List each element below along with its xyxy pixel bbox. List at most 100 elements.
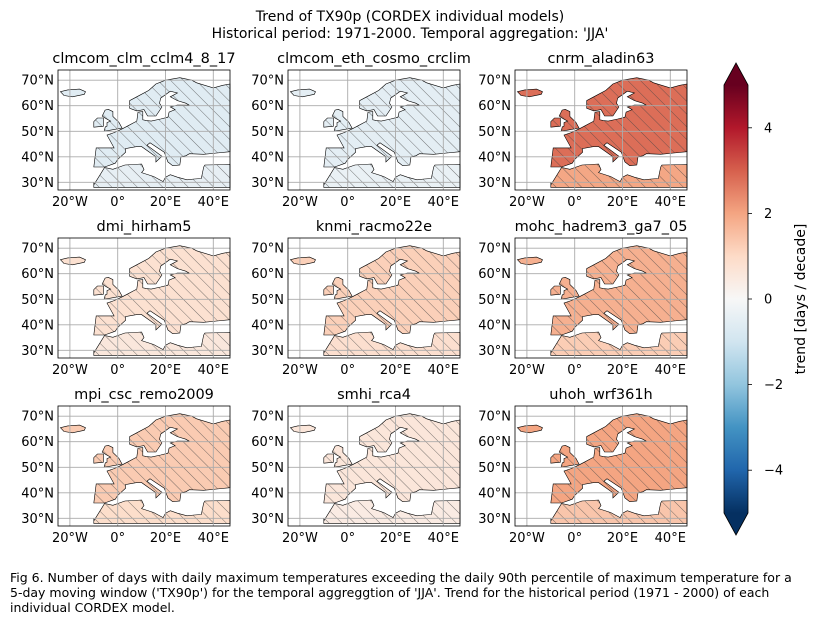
figure-caption: Fig 6. Number of days with daily maximum…	[10, 570, 792, 615]
coastline	[93, 331, 231, 356]
coastline	[93, 413, 231, 504]
land-fill	[290, 425, 316, 433]
lon-tick-label: 40°E	[198, 195, 229, 210]
colorbar-tick-label: 4	[764, 121, 772, 136]
coastline	[59, 424, 86, 434]
panel-title: cnrm_aladin63	[548, 51, 655, 67]
lon-tick-label: 40°E	[428, 363, 459, 378]
lat-tick-label: 50°N	[251, 293, 284, 308]
land-fill	[290, 257, 316, 265]
significance-hatching	[93, 413, 230, 503]
coastline	[323, 245, 461, 336]
coastline	[323, 285, 334, 296]
lat-tick-label: 60°N	[478, 267, 511, 282]
lat-tick-label: 70°N	[251, 74, 284, 89]
lon-tick-label: 0°	[110, 195, 125, 210]
map-panel: knmi_racmo22e 70°N 60°N 50°N 40°N 30°N 20°W 0° 2…	[251, 219, 461, 378]
coastline	[289, 88, 316, 98]
lat-tick-label: 70°N	[478, 74, 511, 89]
map-frame	[57, 405, 231, 527]
significance-hatching	[550, 413, 687, 503]
lon-tick-label: 40°E	[655, 195, 686, 210]
lat-tick-label: 70°N	[478, 410, 511, 425]
lat-tick-label: 40°N	[21, 150, 54, 165]
map-panel: smhi_rca4 70°N 60°N 50°N 40°N 30°N 20°W 0° 20°E 4…	[251, 387, 461, 546]
lat-tick-label: 50°N	[21, 461, 54, 476]
coastline	[516, 88, 543, 98]
lon-tick-label: 20°E	[380, 531, 411, 546]
coastline	[550, 77, 688, 168]
land-fill	[60, 89, 86, 97]
panel-title: mohc_hadrem3_ga7_05	[515, 219, 688, 235]
panel-title: mpi_csc_remo2009	[74, 387, 214, 403]
coastline	[59, 88, 86, 98]
lat-tick-label: 50°N	[21, 293, 54, 308]
colorbar-gradient	[724, 85, 748, 513]
map-frame	[57, 69, 231, 191]
significance-hatching	[323, 245, 460, 335]
lat-tick-label: 40°N	[21, 318, 54, 333]
lon-tick-label: 20°E	[150, 363, 181, 378]
lon-tick-label: 0°	[567, 363, 582, 378]
lon-tick-label: 20°W	[282, 363, 318, 378]
lon-tick-label: 20°W	[282, 531, 318, 546]
lat-tick-label: 60°N	[251, 267, 284, 282]
lon-tick-label: 0°	[567, 195, 582, 210]
colorbar-tick-label: −2	[764, 378, 783, 393]
map-panel: cnrm_aladin63 70°N 60°N 50°N 40°N 30°N 20°W 0° 2…	[478, 51, 688, 210]
lon-tick-label: 20°W	[282, 195, 318, 210]
significance-hatching	[93, 164, 230, 188]
figure-title-line1: Trend of TX90p (CORDEX individual models…	[255, 9, 564, 25]
coastline	[93, 453, 104, 464]
map-frame	[287, 237, 461, 359]
lat-tick-label: 60°N	[251, 99, 284, 114]
lon-tick-label: 20°W	[52, 195, 88, 210]
coastline	[323, 163, 461, 188]
land-fill	[290, 89, 316, 97]
significance-hatching	[93, 118, 104, 128]
panel-title: dmi_hirham5	[97, 219, 192, 235]
lat-tick-label: 60°N	[478, 99, 511, 114]
map-panel: dmi_hirham5 70°N 60°N 50°N 40°N 30°N 20°W 0° 20°…	[21, 219, 231, 378]
lat-tick-label: 40°N	[21, 486, 54, 501]
lat-tick-label: 50°N	[21, 125, 54, 140]
lat-tick-label: 30°N	[478, 176, 511, 191]
lon-tick-label: 20°E	[607, 363, 638, 378]
significance-hatching	[93, 332, 230, 356]
lon-tick-label: 40°E	[428, 531, 459, 546]
significance-hatching	[323, 454, 334, 464]
coastline	[550, 117, 561, 128]
panel-title: knmi_racmo22e	[316, 219, 432, 235]
lon-tick-label: 20°E	[380, 195, 411, 210]
lat-tick-label: 60°N	[21, 99, 54, 114]
coastline	[93, 245, 231, 336]
coastline	[550, 285, 561, 296]
map-frame	[287, 69, 461, 191]
coastline	[550, 163, 688, 188]
lat-tick-label: 70°N	[251, 242, 284, 257]
lon-tick-label: 20°W	[52, 531, 88, 546]
coastline	[93, 77, 231, 168]
lon-tick-label: 0°	[340, 531, 355, 546]
significance-hatching	[323, 500, 460, 524]
lat-tick-label: 30°N	[251, 512, 284, 527]
land-fill	[517, 89, 543, 97]
coastline	[323, 413, 461, 504]
panel-title: clmcom_clm_cclm4_8_17	[52, 51, 235, 67]
lon-tick-label: 20°E	[607, 531, 638, 546]
significance-hatching	[93, 286, 104, 296]
lon-tick-label: 40°E	[428, 195, 459, 210]
coastline	[289, 424, 316, 434]
coastline	[323, 453, 334, 464]
significance-hatching	[550, 332, 687, 356]
significance-hatching	[550, 118, 561, 128]
coastline	[323, 499, 461, 524]
lon-tick-label: 40°E	[655, 531, 686, 546]
lat-tick-label: 40°N	[478, 486, 511, 501]
lon-tick-label: 20°W	[509, 531, 545, 546]
lon-tick-label: 20°E	[380, 363, 411, 378]
coastline	[516, 256, 543, 266]
lat-tick-label: 70°N	[21, 74, 54, 89]
lat-tick-label: 50°N	[251, 461, 284, 476]
